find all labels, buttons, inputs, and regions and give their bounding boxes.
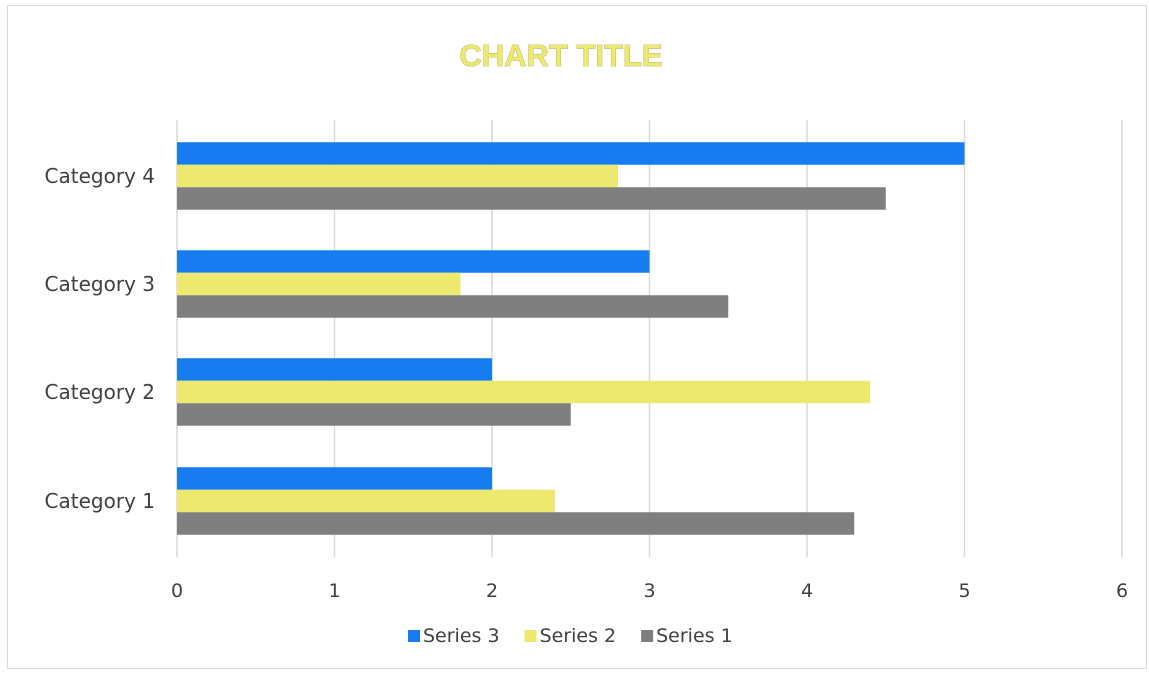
category-label: Category 1 <box>45 489 155 513</box>
x-tick-label: 3 <box>643 580 655 602</box>
legend: Series 3 Series 2 Series 1 <box>408 625 733 647</box>
bar <box>177 467 492 490</box>
bar <box>177 250 650 273</box>
bar <box>177 272 461 296</box>
bar <box>177 295 729 318</box>
legend-label: Series 2 <box>540 625 617 647</box>
x-tick-label: 2 <box>486 580 498 602</box>
legend-label: Series 1 <box>656 625 733 647</box>
y-axis-category-labels: Category 1 Category 2 Category 3 Category 4 <box>45 164 155 513</box>
bar <box>177 164 618 188</box>
x-tick-label: 6 <box>1116 580 1128 602</box>
legend-swatch <box>524 630 537 642</box>
category-label: Category 2 <box>45 380 155 404</box>
bar <box>177 380 870 404</box>
x-tick-label: 0 <box>171 580 183 602</box>
category-label: Category 4 <box>45 164 155 188</box>
x-tick-label: 4 <box>801 580 813 602</box>
bar <box>177 187 886 210</box>
chart-frame <box>7 5 1147 669</box>
legend-swatch <box>641 630 654 642</box>
x-tick-label: 5 <box>958 580 970 602</box>
x-tick-label: 1 <box>328 580 340 602</box>
chart-title: CHART TITLE <box>459 38 662 73</box>
bars <box>177 142 965 535</box>
legend-label: Series 3 <box>423 625 500 647</box>
bar <box>177 358 492 381</box>
bar <box>177 489 555 513</box>
bar <box>177 512 855 535</box>
x-axis-tick-labels: 0 1 2 3 4 5 6 <box>171 580 1128 602</box>
category-label: Category 3 <box>45 272 155 296</box>
legend-swatch <box>408 630 420 642</box>
bar <box>177 142 965 165</box>
bar <box>177 403 571 426</box>
